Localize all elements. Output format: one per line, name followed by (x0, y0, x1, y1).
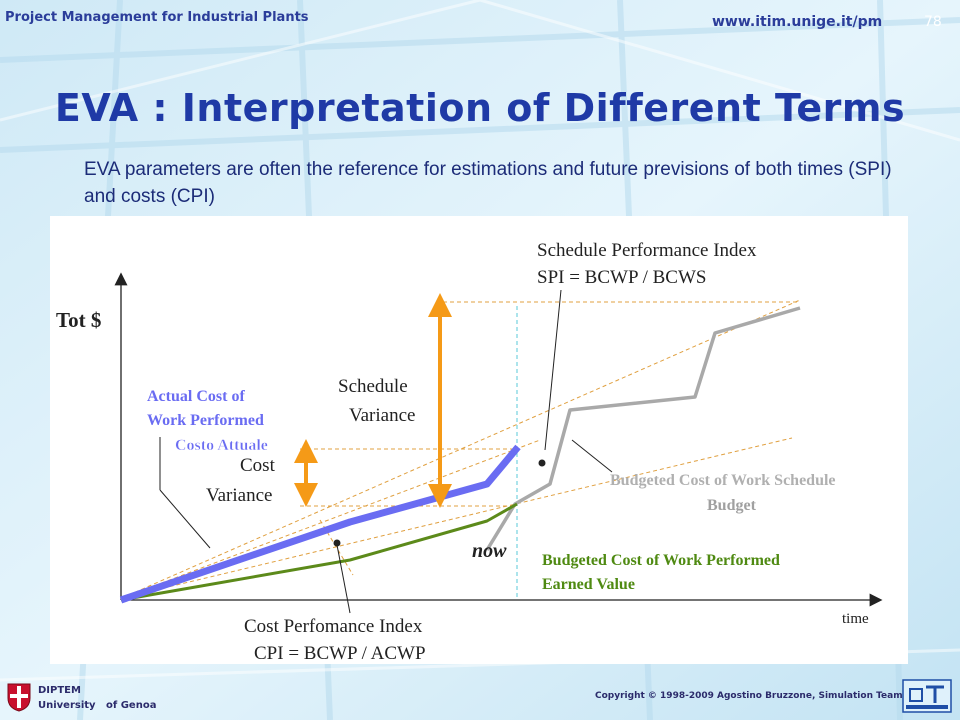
diagram-panel (50, 216, 908, 664)
acwp-label-1: Actual Cost of (147, 388, 245, 405)
spi-formula: SPI = BCWP / BCWS (537, 267, 706, 288)
bcwp-curve (120, 502, 518, 602)
course-title: Project Management for Industrial Plants (5, 10, 309, 25)
cost-variance-label-2: Variance (206, 485, 272, 506)
leader-lines (159, 289, 613, 614)
schedule-variance-label-1: Schedule (338, 376, 408, 397)
spi-point (538, 459, 546, 467)
spi-title: Schedule Performance Index (537, 240, 757, 261)
intro-text: EVA parameters are often the reference f… (84, 159, 892, 207)
page-number: 78 (924, 14, 942, 30)
y-axis-label: Tot $ (56, 308, 101, 332)
simulation-team-logo-icon (902, 679, 952, 713)
course-url[interactable]: www.itim.unige.it/pm (712, 14, 883, 30)
university-logo (6, 682, 32, 712)
copyright: Copyright © 1998-2009 Agostino Bruzzone,… (595, 691, 903, 701)
x-axis-label: time (842, 611, 869, 627)
acwp-label-3: Costo Attuale (175, 437, 268, 454)
bcws-label-1: Budgeted Cost of Work Schedule (610, 472, 836, 489)
university-shield-icon (7, 683, 31, 712)
now-label: now (472, 540, 507, 562)
bcws-label-2: Budget (707, 497, 757, 514)
cpi-formula: CPI = BCWP / ACWP (254, 643, 426, 664)
schedule-variance-label-2: Variance (349, 405, 415, 426)
university-name: University of Genoa (38, 700, 157, 711)
acwp-curve (119, 444, 521, 604)
cpi-point (333, 539, 341, 547)
dept-name: DIPTEM (38, 685, 81, 696)
bcwp-label-1: Budgeted Cost of Work Performed (542, 552, 780, 569)
slide-title: EVA : Interpretation of Different Terms (54, 86, 906, 130)
cpi-title: Cost Perfomance Index (244, 616, 423, 637)
simulation-team-logo (902, 679, 952, 713)
cost-variance-label-1: Cost (240, 455, 276, 476)
acwp-label-2: Work Performed (147, 412, 264, 429)
bcwp-label-2: Earned Value (542, 576, 635, 593)
